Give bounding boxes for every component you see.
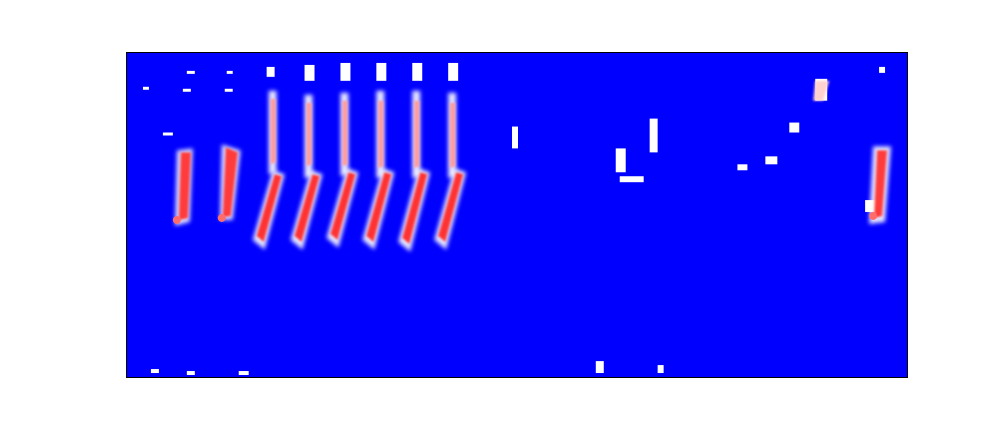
- syllable-series: [252, 90, 467, 252]
- syllable-left-2: [217, 144, 241, 222]
- spectrogram-image: [126, 52, 908, 378]
- syllable-right: [869, 146, 892, 224]
- plot-background: [127, 53, 907, 377]
- syllable-left-1: [172, 148, 193, 226]
- spectrogram-svg: [127, 53, 907, 377]
- right-upper-blob: [813, 80, 830, 101]
